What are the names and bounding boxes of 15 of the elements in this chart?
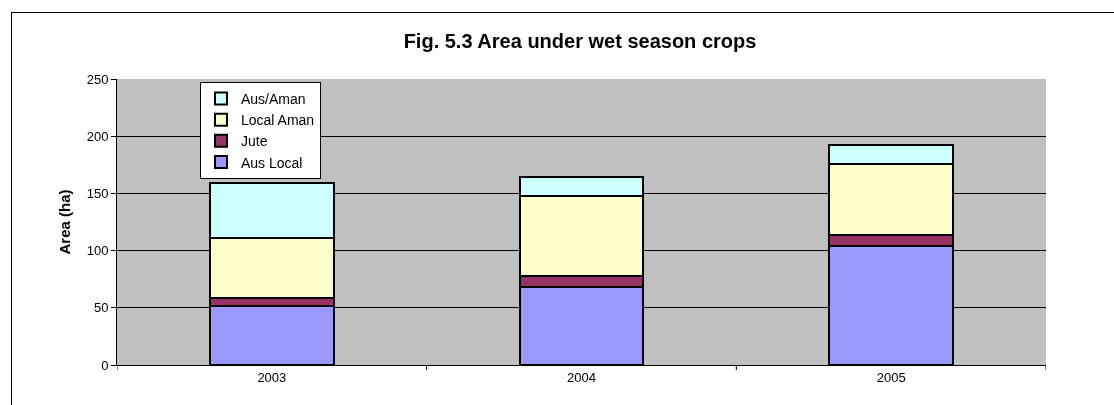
y-tick-label: 200 xyxy=(86,128,109,144)
legend-label: Aus/Aman xyxy=(241,90,306,107)
y-tick-label: 100 xyxy=(86,243,109,259)
x-tick-label: 2005 xyxy=(876,369,906,385)
x-tick-label: 2004 xyxy=(567,369,596,385)
y-tick-label: 50 xyxy=(93,300,109,316)
legend-label: Local Aman xyxy=(241,112,315,129)
y-tick-label: 0 xyxy=(101,357,109,373)
y-axis-title: Area (ha) xyxy=(55,189,73,255)
legend-label: Jute xyxy=(241,133,268,150)
x-tick-label: 2003 xyxy=(257,369,287,385)
legend-label: Aus Local xyxy=(241,154,303,171)
chart-title: Fig. 5.3 Area under wet season crops xyxy=(403,30,757,52)
y-tick-label: 150 xyxy=(86,185,109,201)
y-tick-label: 250 xyxy=(86,71,109,87)
